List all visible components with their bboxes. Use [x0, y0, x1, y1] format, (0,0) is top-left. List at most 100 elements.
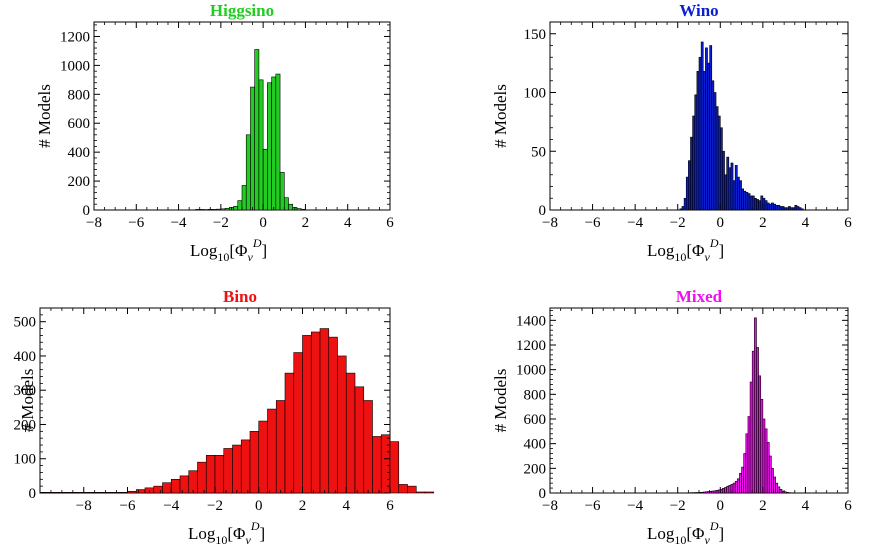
x-tick-label: 6 [844, 215, 852, 231]
histogram-bar [389, 441, 400, 494]
histogram-bar [754, 197, 757, 211]
y-tick-label: 400 [524, 437, 547, 453]
y-tick-label: 800 [524, 387, 547, 403]
histogram-bar [777, 205, 781, 211]
panel-mixed: −8 −6 −4 −2 0 2 4 6 0 200 400 600 800 1000 1200 1400 Mix… [491, 287, 852, 547]
x-tick-label: 0 [717, 215, 725, 231]
x-tick-label: −8 [76, 498, 92, 514]
histogram-bar [188, 470, 198, 494]
histogram-bar [237, 200, 243, 211]
x-tick-label: −8 [542, 215, 558, 231]
histogram-bar [775, 205, 779, 211]
histogram-bar [775, 482, 779, 494]
histogram-bar [756, 199, 759, 211]
histogram-bar [205, 455, 216, 494]
histogram-bar [407, 485, 417, 494]
histogram-bar [337, 355, 347, 494]
x-tick-label: 6 [386, 215, 394, 231]
histogram-bar [779, 206, 783, 211]
histogram-bar [279, 172, 285, 211]
histogram-bar [283, 197, 289, 211]
histogram-bar [728, 167, 732, 211]
histogram-bar [702, 491, 706, 494]
histogram-bar [162, 482, 172, 494]
histogram-bar [758, 200, 762, 211]
histogram-bar [372, 436, 382, 494]
histogram-bar [288, 203, 294, 211]
histogram-bar [293, 352, 303, 494]
x-tick-label: 2 [299, 498, 307, 514]
x-axis-label: Log10[ΦνD] [647, 519, 724, 547]
x-tick-label: −2 [670, 215, 686, 231]
histogram-bar [700, 491, 704, 494]
histogram-bar [262, 148, 268, 211]
histogram-bar [730, 162, 734, 211]
y-tick-label: 1200 [516, 338, 546, 354]
histogram-bar [92, 492, 102, 494]
x-tick-label: −4 [627, 498, 643, 514]
x-axis-label: Log10[ΦνD] [647, 236, 724, 264]
chart-title: Higgsino [210, 1, 274, 20]
bars [688, 317, 798, 494]
histogram-bar [214, 455, 225, 494]
bars [195, 49, 306, 211]
histogram-bar [241, 185, 247, 211]
histogram-bar [732, 482, 736, 494]
histogram-bar [195, 209, 201, 211]
histogram-bar [745, 433, 749, 494]
histogram-bar [790, 207, 793, 211]
histogram-bar [798, 207, 802, 211]
y-tick-label: 150 [524, 27, 547, 43]
histogram-bar [771, 468, 774, 494]
y-axis: 0 200 400 600 800 1000 1200 1400 [516, 310, 848, 502]
histogram-bar [127, 490, 137, 494]
x-axis: −8 −6 −4 −2 0 2 4 6 [86, 22, 394, 231]
histogram-bar [734, 165, 738, 211]
y-tick-label: 0 [83, 203, 91, 219]
x-tick-label: 6 [844, 498, 852, 514]
histogram-bar [224, 207, 230, 211]
histogram-bar [722, 150, 725, 211]
histogram-bar [741, 466, 744, 494]
y-tick-label: 800 [68, 87, 91, 103]
y-axis: 0 200 400 600 800 1000 1200 [60, 24, 390, 219]
histogram-bar [240, 439, 251, 494]
x-tick-label: −2 [207, 498, 223, 514]
y-tick-label: 200 [14, 417, 37, 433]
histogram-bar [745, 192, 749, 211]
histogram-bar [777, 486, 781, 494]
histogram-bar [170, 478, 181, 494]
x-tick-label: 4 [344, 215, 352, 231]
x-axis: −8 −6 −4 −2 0 2 4 6 [542, 308, 852, 514]
histogram-bar [310, 331, 321, 494]
histogram-bar [713, 92, 717, 211]
histogram-bar [702, 71, 706, 211]
histogram-bar [764, 428, 768, 494]
histogram-bar [711, 80, 715, 211]
plot-frame [93, 21, 391, 211]
histogram-bar [722, 488, 725, 494]
histogram-bar [688, 160, 691, 211]
histogram-bar [319, 328, 330, 494]
histogram-bar [690, 136, 693, 211]
histogram-bar [705, 47, 708, 211]
histogram-bar [199, 209, 205, 211]
histogram-bar [758, 375, 762, 494]
histogram-bar [754, 317, 757, 494]
y-tick-label: 200 [524, 461, 547, 477]
histogram-bar [223, 448, 233, 494]
histogram-bar [216, 208, 222, 211]
histogram-bar [719, 127, 723, 211]
histogram-bar [65, 492, 76, 494]
histogram-bar [764, 200, 768, 211]
x-tick-label: 2 [302, 215, 310, 231]
histogram-bar [700, 41, 704, 211]
histogram-bar [233, 206, 239, 211]
histogram-bar [683, 197, 687, 211]
x-tick-label: 6 [386, 498, 394, 514]
x-tick-label: 4 [343, 498, 351, 514]
x-tick-label: 0 [255, 498, 263, 514]
histogram-bar [726, 156, 730, 211]
histogram-bar [275, 73, 281, 211]
histogram-bar [705, 491, 708, 494]
